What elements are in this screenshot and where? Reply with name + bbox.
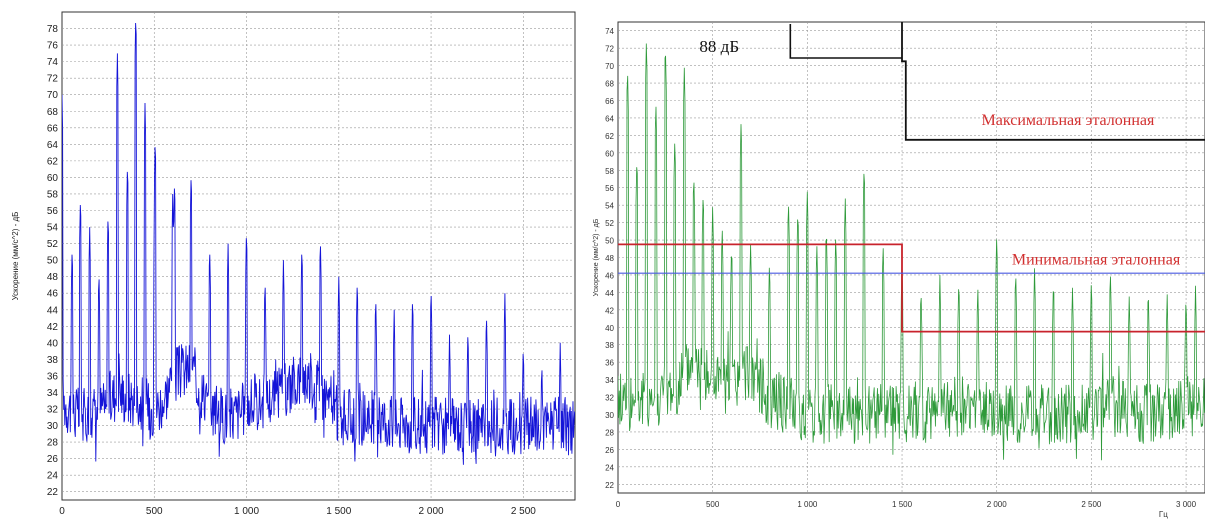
left-y-tick-label: 54 bbox=[47, 223, 59, 234]
right-max-reference-label: Максимальная эталонная bbox=[982, 112, 1155, 129]
left-y-axis-label: Ускорение (мм/с^2) - дБ bbox=[11, 212, 20, 301]
left-spectrum-chart: 22 24 26 28 30 32 34 36 38 40 42 44 46 48 50 52 54 56 58 60… bbox=[0, 0, 590, 523]
left-y-tick-label: 56 bbox=[47, 206, 59, 217]
right-y-tick-label: 56 bbox=[605, 184, 614, 193]
left-y-tick-label: 64 bbox=[47, 140, 59, 151]
left-y-tick-label: 66 bbox=[47, 123, 59, 134]
left-x-tick-label: 500 bbox=[146, 506, 163, 517]
right-y-tick-label: 66 bbox=[605, 97, 614, 106]
left-y-tick-label: 42 bbox=[47, 322, 59, 333]
left-y-tick-label: 22 bbox=[47, 487, 59, 498]
right-88db-label: 88 дБ bbox=[699, 37, 739, 56]
right-y-tick-label: 52 bbox=[605, 219, 614, 228]
right-y-tick-label: 42 bbox=[605, 306, 614, 315]
left-y-tick-label: 72 bbox=[47, 74, 59, 85]
left-y-tick-label: 24 bbox=[47, 471, 59, 482]
right-y-tick-label: 70 bbox=[605, 62, 614, 71]
right-reference-line-min bbox=[618, 243, 1205, 333]
left-y-tick-label: 62 bbox=[47, 156, 59, 167]
right-x-axis-label: Гц bbox=[1159, 510, 1168, 519]
right-min-reference-label: Минимальная эталонная bbox=[1012, 251, 1181, 268]
left-y-tick-label: 32 bbox=[47, 405, 59, 416]
right-y-tick-label: 58 bbox=[605, 167, 614, 176]
left-series-line bbox=[62, 22, 575, 465]
left-x-tick-label: 2 000 bbox=[419, 506, 444, 517]
left-y-tick-label: 76 bbox=[47, 41, 59, 52]
right-y-tick-label: 54 bbox=[605, 202, 614, 211]
right-y-tick-label: 38 bbox=[605, 341, 614, 350]
left-plot-area bbox=[61, 11, 576, 501]
right-x-tick-label: 3 000 bbox=[1176, 500, 1197, 509]
right-x-tick-label: 2 500 bbox=[1081, 500, 1102, 509]
right-x-tick-label: 1 500 bbox=[892, 500, 913, 509]
left-chart-svg: 22 24 26 28 30 32 34 36 38 40 42 44 46 48 50 52 54 56 58 60… bbox=[11, 11, 576, 517]
right-y-tick-label: 30 bbox=[605, 411, 614, 420]
left-x-tick-label: 1 500 bbox=[326, 506, 351, 517]
right-y-tick-label: 24 bbox=[605, 463, 614, 472]
right-y-tick-label: 48 bbox=[605, 254, 614, 263]
left-x-tick-label: 1 000 bbox=[234, 506, 259, 517]
right-chart-svg: 22 24 26 28 30 32 34 36 38 40 42 44 46 48 50 52 54 56 58 60… bbox=[593, 21, 1205, 519]
right-y-tick-label: 26 bbox=[605, 446, 614, 455]
right-reference-line-max bbox=[901, 22, 1205, 141]
right-x-tick-label: 500 bbox=[706, 500, 720, 509]
right-y-tick-label: 74 bbox=[605, 27, 614, 36]
left-y-tick-label: 74 bbox=[47, 57, 59, 68]
right-y-tick-label: 46 bbox=[605, 271, 614, 280]
right-y-tick-label: 60 bbox=[605, 149, 614, 158]
right-y-tick-label: 40 bbox=[605, 324, 614, 333]
left-y-tick-label: 50 bbox=[47, 256, 59, 267]
left-x-tick-label: 2 500 bbox=[511, 506, 536, 517]
left-y-tick-label: 34 bbox=[47, 388, 59, 399]
left-y-tick-label: 26 bbox=[47, 454, 59, 465]
right-y-tick-label: 64 bbox=[605, 114, 614, 123]
right-x-tick-label: 1 000 bbox=[797, 500, 818, 509]
right-y-tick-label: 34 bbox=[605, 376, 614, 385]
right-x-tick-label: 0 bbox=[616, 500, 621, 509]
left-y-tick-label: 44 bbox=[47, 305, 59, 316]
left-y-tick-label: 38 bbox=[47, 355, 59, 366]
left-y-tick-label: 40 bbox=[47, 338, 59, 349]
right-y-tick-label: 32 bbox=[605, 394, 614, 403]
left-y-tick-label: 30 bbox=[47, 421, 59, 432]
right-y-axis-label: Ускорение (мм/с^2) - дБ bbox=[593, 218, 600, 296]
left-y-tick-label: 28 bbox=[47, 438, 59, 449]
right-y-tick-label: 44 bbox=[605, 289, 614, 298]
right-series-line bbox=[618, 43, 1205, 461]
right-y-tick-label: 68 bbox=[605, 80, 614, 89]
left-y-tick-label: 36 bbox=[47, 371, 59, 382]
left-y-tick-label: 60 bbox=[47, 173, 59, 184]
left-y-tick-label: 68 bbox=[47, 107, 59, 118]
left-grid bbox=[62, 12, 575, 500]
right-y-tick-label: 72 bbox=[605, 45, 614, 54]
right-spectrum-chart: 22 24 26 28 30 32 34 36 38 40 42 44 46 48 50 52 54 56 58 60… bbox=[592, 0, 1205, 523]
left-y-tick-label: 70 bbox=[47, 90, 59, 101]
right-88db-bracket bbox=[789, 24, 903, 59]
left-x-tick-label: 0 bbox=[59, 506, 65, 517]
right-y-tick-label: 50 bbox=[605, 237, 614, 246]
left-y-tick-label: 58 bbox=[47, 189, 59, 200]
left-y-tick-label: 78 bbox=[47, 24, 59, 35]
left-y-tick-label: 52 bbox=[47, 239, 59, 250]
right-y-tick-label: 22 bbox=[605, 481, 614, 490]
left-y-tick-label: 46 bbox=[47, 289, 59, 300]
right-y-tick-label: 28 bbox=[605, 428, 614, 437]
right-x-tick-label: 2 000 bbox=[987, 500, 1008, 509]
right-y-tick-label: 36 bbox=[605, 359, 614, 368]
left-y-tick-label: 48 bbox=[47, 272, 59, 283]
right-y-tick-label: 62 bbox=[605, 132, 614, 141]
